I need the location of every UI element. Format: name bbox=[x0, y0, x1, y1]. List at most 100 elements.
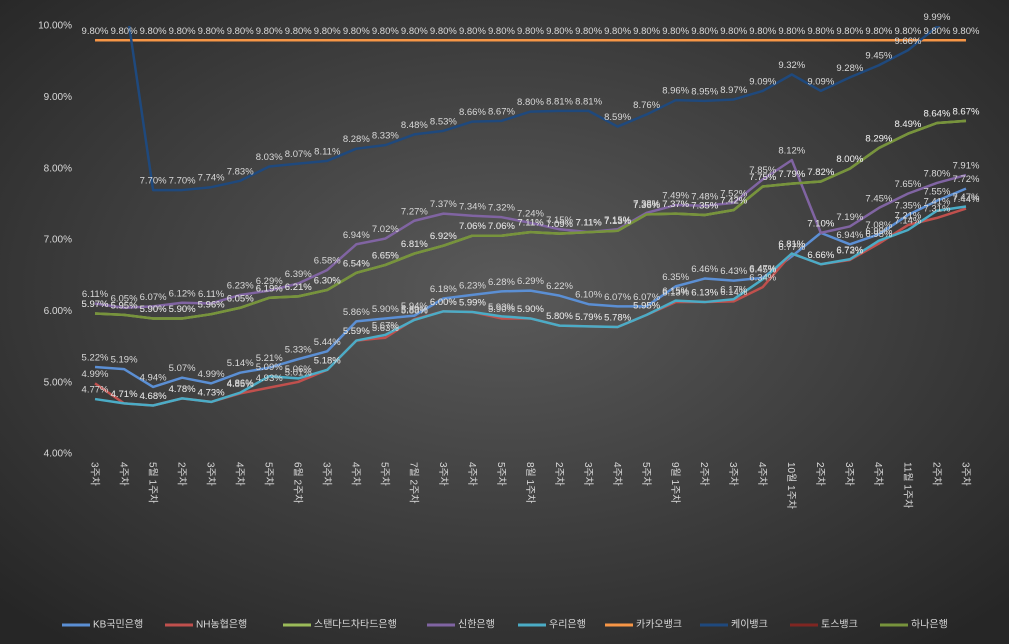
x-tick-label: 3주차 bbox=[321, 462, 333, 486]
data-label: 6.11% bbox=[198, 289, 225, 300]
data-label: 7.47% bbox=[953, 192, 980, 203]
data-label: 9.80% bbox=[256, 26, 283, 37]
data-label: 7.11% bbox=[575, 218, 602, 229]
data-label: 6.11% bbox=[82, 289, 109, 300]
data-label: 8.67% bbox=[953, 106, 980, 117]
data-label: 6.47% bbox=[749, 263, 776, 274]
data-label: 7.45% bbox=[865, 193, 892, 204]
data-label: 8.81% bbox=[575, 96, 602, 107]
data-label: 6.66% bbox=[807, 250, 834, 261]
data-label: 6.07% bbox=[604, 292, 631, 303]
data-label: 8.48% bbox=[401, 120, 428, 131]
data-label: 7.85% bbox=[749, 165, 776, 176]
data-label: 8.49% bbox=[894, 119, 921, 130]
data-label: 9.80% bbox=[372, 26, 399, 37]
data-label: 7.02% bbox=[372, 224, 399, 235]
data-label: 4.71% bbox=[111, 389, 138, 400]
data-label: 5.93% bbox=[488, 302, 515, 313]
data-label: 6.19% bbox=[256, 283, 283, 294]
data-label: 7.55% bbox=[923, 186, 950, 197]
data-label: 7.27% bbox=[401, 206, 428, 217]
x-tick-label: 3주차 bbox=[727, 462, 739, 486]
data-label: 7.44% bbox=[953, 194, 980, 205]
data-label: 6.22% bbox=[546, 281, 573, 292]
data-label: 6.14% bbox=[720, 287, 747, 298]
data-label: 4.68% bbox=[140, 391, 167, 402]
data-label: 6.81% bbox=[778, 239, 805, 250]
data-label: 7.79% bbox=[778, 169, 805, 180]
data-label: 5.96% bbox=[198, 300, 225, 311]
data-label: 7.11% bbox=[575, 218, 602, 229]
data-label: 5.80% bbox=[546, 311, 573, 322]
data-label: 5.80% bbox=[546, 311, 573, 322]
data-label: 6.45% bbox=[749, 265, 776, 276]
data-label: 8.29% bbox=[865, 133, 892, 144]
data-label: 7.82% bbox=[807, 167, 834, 178]
x-tick-label: 10월 1주차 bbox=[785, 462, 797, 509]
legend-label: 스탠다드차타드은행 bbox=[314, 619, 397, 631]
data-label: 7.74% bbox=[198, 173, 225, 184]
data-label: 9.80% bbox=[401, 26, 428, 37]
data-label: 9.80% bbox=[953, 26, 980, 37]
data-label: 9.80% bbox=[807, 26, 834, 37]
data-label: 6.21% bbox=[285, 282, 312, 293]
data-label: 8.03% bbox=[256, 152, 283, 163]
data-label: 5.88% bbox=[401, 305, 428, 316]
data-label: 6.10% bbox=[575, 290, 602, 301]
data-label: 8.67% bbox=[953, 106, 980, 117]
data-label: 6.15% bbox=[662, 286, 689, 297]
data-label: 7.75% bbox=[749, 172, 776, 183]
data-label: 7.91% bbox=[953, 161, 980, 172]
data-label: 5.99% bbox=[459, 298, 486, 309]
x-tick-label: 4주차 bbox=[350, 462, 362, 486]
data-label: 7.80% bbox=[923, 168, 950, 179]
data-label: 9.80% bbox=[894, 26, 921, 37]
data-label: 8.97% bbox=[720, 85, 747, 96]
data-label: 6.29% bbox=[256, 276, 283, 287]
data-label: 9.09% bbox=[807, 76, 834, 87]
data-label: 4.86% bbox=[227, 378, 254, 389]
x-tick-label: 4주차 bbox=[756, 462, 768, 486]
legend-label: NH농협은행 bbox=[196, 618, 247, 631]
data-label: 6.05% bbox=[111, 293, 138, 304]
data-label: 6.18% bbox=[430, 284, 457, 295]
x-tick-label: 5주차 bbox=[640, 462, 652, 486]
data-label: 5.95% bbox=[633, 300, 660, 311]
data-label: 8.64% bbox=[923, 109, 950, 120]
data-label: 5.78% bbox=[604, 313, 631, 324]
data-label: 7.42% bbox=[720, 196, 747, 207]
data-label: 7.48% bbox=[691, 191, 718, 202]
data-label: 5.95% bbox=[633, 300, 660, 311]
data-label: 9.80% bbox=[575, 26, 602, 37]
data-label: 7.37% bbox=[662, 199, 689, 210]
data-label: 4.77% bbox=[82, 385, 109, 396]
data-label: 7.49% bbox=[662, 191, 689, 202]
data-label: 6.13% bbox=[662, 288, 689, 299]
data-label: 8.64% bbox=[923, 109, 950, 120]
data-label: 7.42% bbox=[720, 196, 747, 207]
y-tick-label: 4.00% bbox=[44, 449, 72, 460]
data-label: 7.13% bbox=[604, 216, 631, 227]
data-label: 6.05% bbox=[227, 293, 254, 304]
data-label: 9.80% bbox=[836, 26, 863, 37]
x-tick-label: 5주차 bbox=[495, 462, 507, 486]
data-label: 7.21% bbox=[894, 211, 921, 222]
data-label: 6.65% bbox=[372, 250, 399, 261]
data-label: 7.35% bbox=[691, 201, 718, 212]
data-label: 7.11% bbox=[517, 218, 544, 229]
data-label: 5.33% bbox=[285, 345, 312, 356]
data-label: 9.80% bbox=[488, 26, 515, 37]
x-tick-label: 9월 1주차 bbox=[669, 462, 681, 504]
data-label: 9.80% bbox=[778, 26, 805, 37]
data-label: 9.66% bbox=[894, 36, 921, 47]
data-label: 4.78% bbox=[169, 384, 196, 395]
legend-label: 토스뱅크 bbox=[821, 619, 858, 631]
data-label: 6.46% bbox=[691, 264, 718, 275]
legend-label: 하나은행 bbox=[911, 618, 948, 631]
data-label: 6.19% bbox=[256, 283, 283, 294]
data-label: 5.94% bbox=[401, 301, 428, 312]
x-tick-label: 2주차 bbox=[698, 462, 710, 486]
legend-label: KB국민은행 bbox=[93, 619, 143, 631]
x-tick-label: 4주차 bbox=[872, 462, 884, 486]
